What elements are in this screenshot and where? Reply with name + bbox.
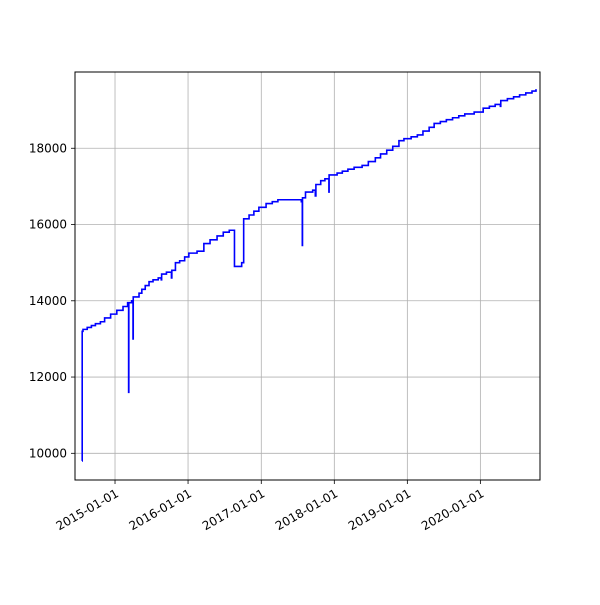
- y-tick-label: 10000: [29, 446, 67, 460]
- y-tick-label: 16000: [29, 218, 67, 232]
- y-tick-label: 14000: [29, 294, 67, 308]
- y-tick-label: 12000: [29, 370, 67, 384]
- y-tick-label: 18000: [29, 141, 67, 155]
